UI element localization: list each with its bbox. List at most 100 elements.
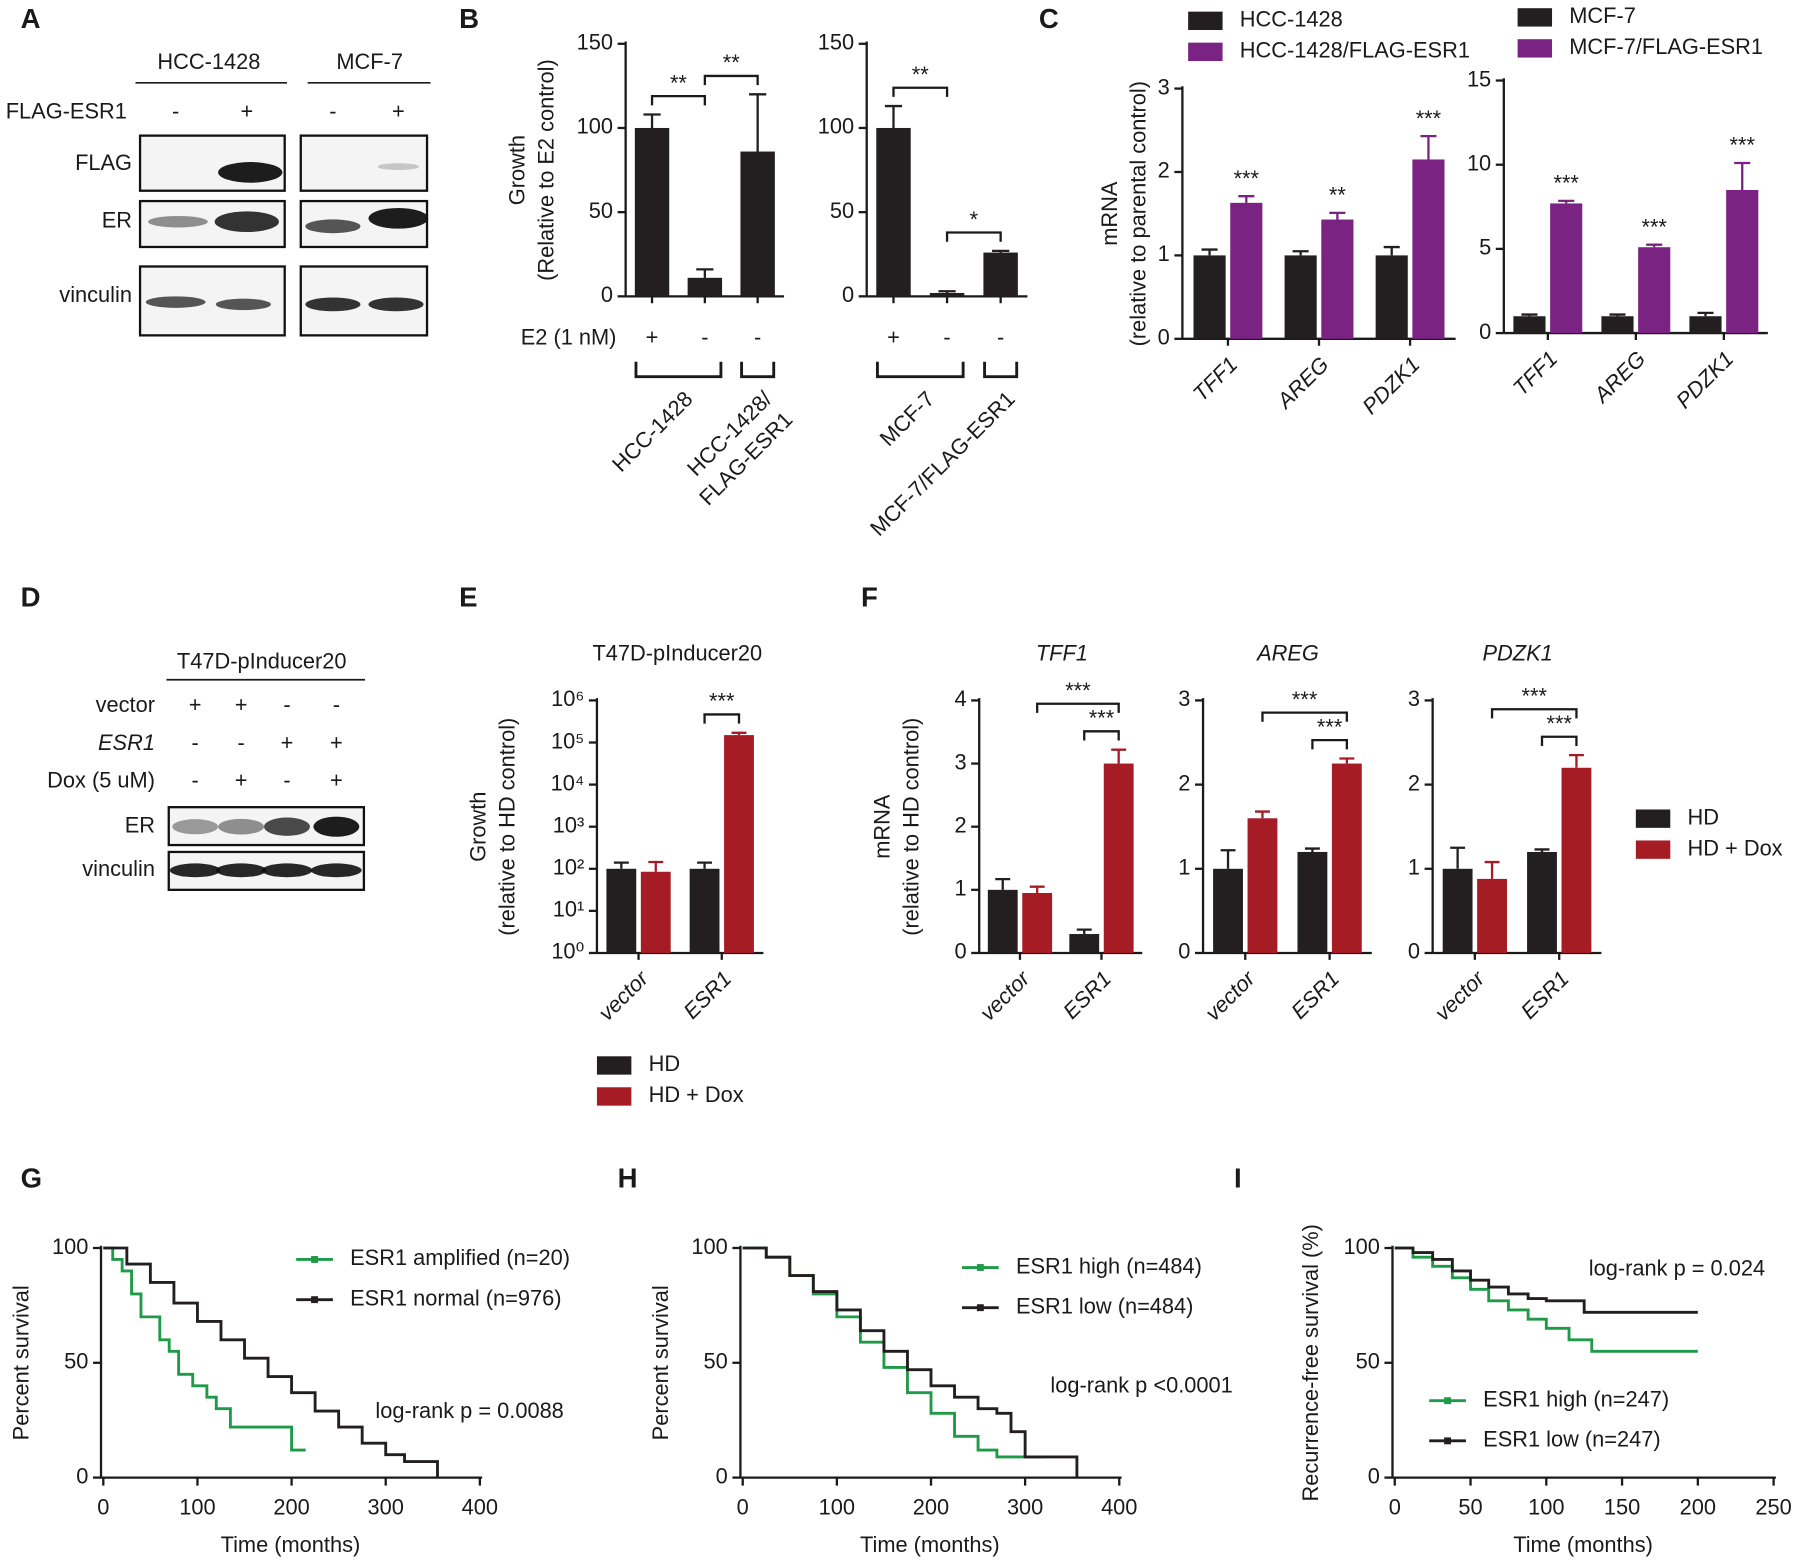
y-tick-label: 10⁰: [551, 939, 584, 964]
y-tick-label: 150: [577, 30, 613, 55]
bar: [1550, 203, 1583, 334]
panel-label: C: [1039, 3, 1059, 34]
y-tick-label: 4: [954, 686, 966, 711]
error-bar: [1558, 199, 1575, 204]
x-tick-label: 50: [1458, 1494, 1482, 1519]
y-tick-label: 10¹: [553, 897, 585, 922]
y-tick-label: 50: [1356, 1349, 1380, 1374]
blot-condition: vector: [96, 692, 155, 717]
annotation: log-rank p = 0.0088: [375, 1398, 563, 1423]
legend-label: ESR1 low (n=247): [1483, 1427, 1661, 1452]
y-tick-label: 10³: [553, 812, 585, 837]
y-tick-label: 50: [704, 1349, 728, 1374]
lane-sign: +: [330, 768, 343, 793]
x-axis-label: Time (months): [860, 1532, 1000, 1557]
x-tick-label: vector: [1200, 965, 1260, 1025]
y-tick-label: 3: [1178, 686, 1190, 711]
significance: ***: [1641, 214, 1667, 239]
blot-row-label: ER: [102, 207, 132, 232]
legend-label: ESR1 normal (n=976): [350, 1285, 561, 1310]
y-tick-label: 100: [1343, 1234, 1379, 1259]
significance: ***: [1546, 711, 1572, 736]
panel-label: A: [21, 3, 41, 34]
significance-bracket: [1261, 711, 1348, 722]
error-bar: [749, 93, 767, 152]
x-tick-label: ESR1: [678, 966, 736, 1024]
group-bracket: [634, 361, 723, 379]
group-bracket: [740, 361, 776, 379]
lane-sign: -: [333, 692, 340, 717]
y-axis-label: (Relative to E2 control): [533, 59, 558, 281]
x-tick-label: 100: [1528, 1494, 1564, 1519]
blot-title: T47D-pInducer20: [177, 648, 347, 673]
error-bar: [1255, 810, 1270, 819]
y-axis-label: Percent survival: [648, 1285, 673, 1440]
x-tick-label: -: [701, 325, 708, 350]
error-bar: [1521, 313, 1538, 317]
significance: ***: [1317, 714, 1343, 739]
y-tick-label: 100: [52, 1234, 88, 1259]
x-tick-label: 200: [1680, 1494, 1716, 1519]
bar: [983, 252, 1018, 297]
legend-swatch: [1517, 8, 1553, 27]
legend-marker: [311, 1256, 318, 1263]
panel-label: B: [459, 3, 479, 34]
group-label: MCF-7: [875, 386, 940, 451]
bar: [1022, 892, 1053, 953]
legend-label: HD + Dox: [1688, 835, 1783, 860]
x-tick-label: 100: [179, 1494, 215, 1519]
y-tick-label: 2: [1158, 158, 1170, 183]
x-tick-label: -: [754, 325, 761, 350]
blot-band: [148, 215, 208, 228]
legend-swatch: [1517, 39, 1553, 58]
legend-swatch: [1635, 840, 1671, 859]
legend-label: MCF-7/FLAG-ESR1: [1569, 34, 1763, 59]
bar: [1103, 763, 1134, 953]
x-tick-label: PDZK1: [1357, 352, 1424, 419]
blot-group: MCF-7: [336, 49, 403, 74]
legend-marker: [311, 1296, 318, 1304]
survival-curve: [1394, 1246, 1698, 1353]
blot-band: [368, 297, 424, 312]
lane-sign: +: [240, 98, 253, 123]
legend-swatch: [1635, 809, 1671, 828]
y-tick-label: 1: [954, 876, 966, 901]
significance-bracket: [650, 94, 706, 106]
group-bracket: [875, 361, 965, 379]
blot-row-label: ER: [125, 812, 155, 837]
x-tick-label: AREG: [1271, 352, 1334, 415]
panel-label: H: [618, 1163, 638, 1194]
blot-condition: ESR1: [98, 730, 155, 755]
x-tick-label: vector: [593, 965, 653, 1025]
lane-sign: -: [192, 768, 199, 793]
x-tick-label: vector: [1430, 965, 1490, 1025]
x-tick-label: +: [887, 325, 900, 350]
x-axis-label: Time (months): [1513, 1532, 1653, 1557]
x-tick-label: +: [646, 325, 659, 350]
panel-label: F: [861, 582, 878, 613]
legend-label: HCC-1428/FLAG-ESR1: [1240, 38, 1470, 63]
x-tick-label: 300: [1007, 1494, 1043, 1519]
y-tick-label: 1: [1408, 855, 1420, 880]
survival-curve: [103, 1246, 439, 1478]
error-bar: [1534, 848, 1550, 852]
lane-sign: +: [281, 730, 294, 755]
legend-swatch: [596, 1087, 632, 1106]
bar: [1477, 878, 1507, 953]
y-tick-label: 100: [691, 1234, 727, 1259]
significance: **: [723, 50, 740, 75]
bar: [1527, 851, 1557, 953]
blot-band: [214, 211, 279, 233]
blot-band: [215, 298, 271, 311]
error-bar: [648, 860, 664, 872]
lane-sign: +: [235, 692, 248, 717]
lane-sign: +: [330, 730, 343, 755]
x-tick-label: 0: [1389, 1494, 1401, 1519]
chart-title: PDZK1: [1482, 640, 1552, 665]
blot-row-label: FLAG: [75, 150, 132, 175]
chart-title: TFF1: [1036, 640, 1088, 665]
legend-label: HD: [1688, 804, 1719, 829]
bar: [1193, 255, 1226, 339]
bar: [1297, 851, 1328, 953]
